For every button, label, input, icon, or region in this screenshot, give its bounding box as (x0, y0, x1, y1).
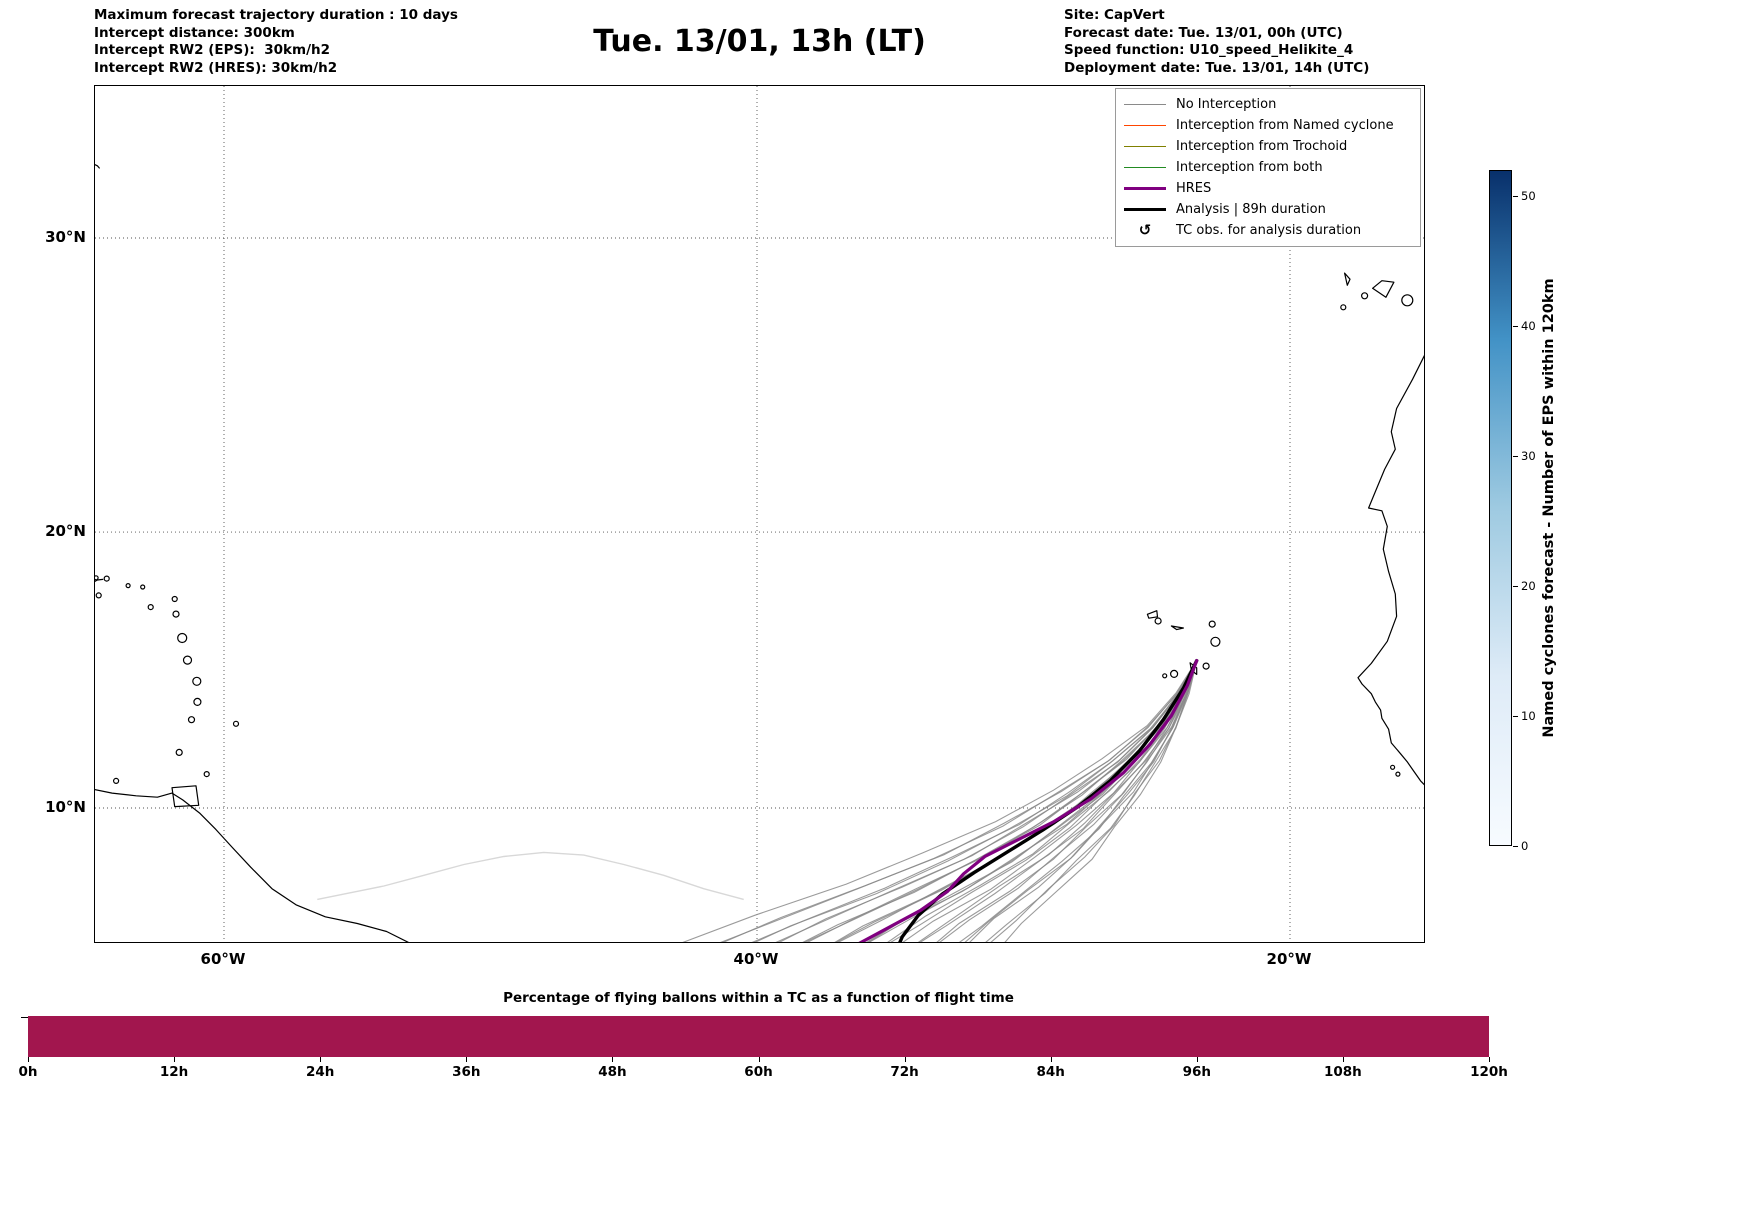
timeline-x-tick (1342, 1057, 1344, 1062)
colorbar-tick-label: 0 (1521, 839, 1529, 853)
legend-item-label: No Interception (1176, 97, 1277, 112)
colorbar-tick-label: 20 (1521, 579, 1536, 593)
page-title: Tue. 13/01, 13h (LT) (593, 24, 926, 59)
timeline-x-tick (612, 1057, 614, 1062)
map-canvas (95, 86, 1424, 942)
legend-item-label: Interception from both (1176, 160, 1323, 175)
intercept-rw2-hres-text: Intercept RW2 (HRES): 30km/h2 (94, 59, 338, 76)
legend-line-sample (1124, 104, 1166, 105)
timeline-bar-segment (1196, 1016, 1344, 1057)
timeline-x-tick (1489, 1057, 1490, 1062)
timeline-bar-segment (1342, 1016, 1490, 1057)
colorbar-tick (1513, 456, 1518, 457)
site-text: Site: CapVert (1064, 7, 1165, 23)
timeline-x-tick-label: 84h (1036, 1064, 1065, 1080)
legend-line-sample (1124, 208, 1166, 211)
intercept-distance-text: Intercept distance: 300km (94, 24, 295, 41)
colorbar (1489, 170, 1512, 846)
timeline-x-tick-label: 12h (159, 1064, 189, 1080)
speed-function-text: Speed function: U10_speed_Helikite_4 (1064, 42, 1354, 58)
timeline-x-tick-label: 48h (598, 1064, 627, 1080)
timeline-x-tick-label: 60h (744, 1064, 773, 1080)
timeline-chart-title: Percentage of flying ballons within a TC… (503, 990, 1014, 1006)
timeline-bar-segment (320, 1016, 467, 1057)
timeline-bar-segment (612, 1016, 759, 1057)
legend-item: Analysis | 89h duration (1124, 199, 1412, 220)
timeline-x-tick (1050, 1057, 1052, 1062)
timeline-x-tick (320, 1057, 322, 1062)
timeline-x-tick-label: 96h (1182, 1064, 1211, 1080)
max-duration-text: Maximum forecast trajectory duration : 1… (94, 7, 458, 23)
timeline-x-tick-label: 36h (452, 1064, 481, 1080)
colorbar-label: Named cyclones forecast - Number of EPS … (1541, 278, 1557, 738)
legend-line-sample (1124, 125, 1166, 126)
legend-line-sample (1124, 146, 1166, 147)
legend-line-sample (1124, 167, 1166, 168)
timeline-x-tick (1196, 1057, 1198, 1062)
legend-item-label: TC obs. for analysis duration (1176, 223, 1362, 238)
timeline-bar-segment (904, 1016, 1052, 1057)
deployment-date-text: Deployment date: Tue. 13/01, 14h (UTC) (1064, 59, 1370, 76)
tc-obs-icon: ↺ (1138, 221, 1152, 239)
legend-item-label: Analysis | 89h duration (1176, 202, 1326, 217)
colorbar-tick (1513, 196, 1518, 197)
colorbar-tick (1513, 586, 1518, 587)
colorbar-tick-label: 30 (1521, 449, 1536, 463)
timeline-x-tick (758, 1057, 760, 1062)
legend-line-sample (1124, 187, 1166, 190)
timeline-x-tick-label: 0h (18, 1064, 38, 1080)
timeline-bar-segment (758, 1016, 906, 1057)
timeline-bar-segment (28, 1016, 175, 1057)
legend-item-label: Interception from Named cyclone (1176, 118, 1394, 133)
timeline-bar-segment (466, 1016, 613, 1057)
colorbar-tick-label: 40 (1521, 319, 1536, 333)
legend-item: Interception from Trochoid (1124, 136, 1412, 157)
legend-item-label: HRES (1176, 181, 1212, 196)
intercept-rw2-eps-text: Intercept RW2 (EPS): 30km/h2 (94, 42, 330, 58)
lon-tick-label: 60°W (200, 950, 246, 968)
timeline-y-tick (21, 1017, 28, 1018)
legend-item: HRES (1124, 178, 1412, 199)
timeline-x-tick (466, 1057, 468, 1062)
legend-item: Interception from both (1124, 157, 1412, 178)
forecast-date-text: Forecast date: Tue. 13/01, 00h (UTC) (1064, 24, 1343, 41)
timeline-bar-segment (174, 1016, 321, 1057)
timeline-x-tick-label: 120h (1470, 1064, 1508, 1080)
colorbar-tick (1513, 326, 1518, 327)
colorbar-tick-label: 10 (1521, 709, 1536, 723)
timeline-x-tick-label: 72h (890, 1064, 919, 1080)
legend-item-label: Interception from Trochoid (1176, 139, 1348, 154)
lon-tick-label: 40°W (733, 950, 779, 968)
timeline-x-tick (174, 1057, 176, 1062)
legend-item: ↺ TC obs. for analysis duration (1124, 220, 1412, 241)
lat-tick-label: 10°N (45, 797, 86, 816)
legend-item: Interception from Named cyclone (1124, 115, 1412, 136)
lat-tick-label: 30°N (45, 227, 86, 246)
timeline-bar-segment (1050, 1016, 1198, 1057)
timeline-x-tick (904, 1057, 906, 1062)
map-legend: No Interception Interception from Named c… (1115, 88, 1421, 247)
colorbar-tick (1513, 716, 1518, 717)
lon-tick-label: 20°W (1266, 950, 1312, 968)
trajectory-map (94, 85, 1425, 943)
lat-tick-label: 20°N (45, 522, 86, 541)
header-right-info: Site: CapVert Forecast date: Tue. 13/01,… (1064, 7, 1369, 77)
timeline-x-tick-label: 108h (1323, 1064, 1362, 1080)
timeline-x-tick (28, 1057, 29, 1062)
timeline-bar-chart (28, 1016, 1490, 1057)
colorbar-tick (1513, 846, 1518, 847)
timeline-x-tick-label: 24h (305, 1064, 335, 1080)
colorbar-tick-label: 50 (1521, 189, 1536, 203)
header-left-info: Maximum forecast trajectory duration : 1… (94, 7, 458, 77)
legend-item: No Interception (1124, 94, 1412, 115)
